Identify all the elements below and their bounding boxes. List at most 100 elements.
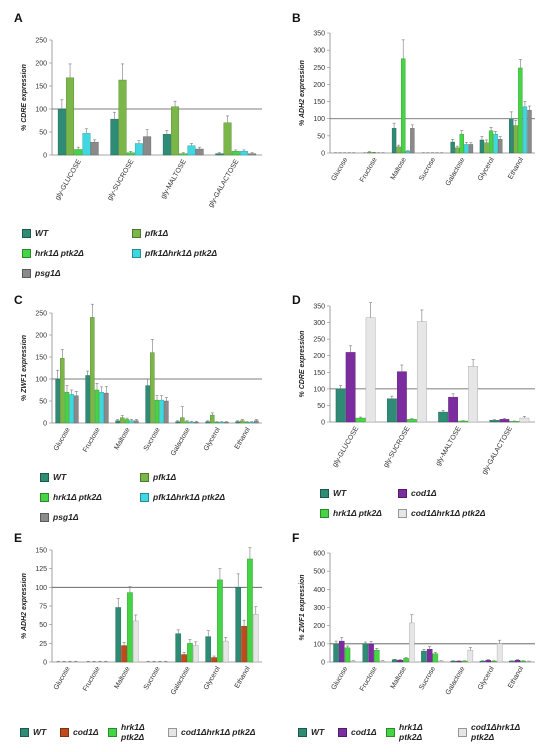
bar — [344, 647, 351, 663]
legend-swatch — [140, 472, 149, 482]
bar — [485, 659, 491, 663]
bar — [57, 108, 66, 156]
legend-item-hrk1-ptk2: hrk1Δ ptk2Δ — [386, 722, 423, 742]
x-tick-label: Maltose — [390, 156, 408, 181]
bar — [66, 77, 75, 156]
bar — [115, 420, 120, 424]
legend-label: cod1Δhrk1Δ ptk2Δ — [471, 722, 521, 742]
x-tick-label: Fructose — [82, 426, 102, 453]
bar — [391, 659, 398, 663]
bar — [362, 643, 369, 663]
bar — [450, 141, 455, 154]
y-tick-label: 300 — [313, 48, 325, 55]
x-tick-label: Galactose — [445, 156, 467, 187]
y-tick-label: 250 — [35, 311, 47, 318]
y-tick-label: 100 — [313, 386, 325, 393]
legend-item-psg1: psg1Δ — [22, 268, 61, 278]
bar — [379, 660, 386, 663]
legend-swatch — [108, 727, 117, 737]
bar — [120, 417, 125, 424]
bar — [210, 414, 215, 424]
bar — [249, 421, 254, 424]
legend-label: WT — [35, 228, 49, 238]
bar — [94, 389, 100, 424]
bar — [235, 421, 240, 424]
panel-letter: F — [292, 531, 299, 545]
bar — [231, 151, 240, 156]
legend-swatch — [140, 492, 149, 502]
panel-letter: E — [14, 531, 22, 545]
legend-label: cod1Δ — [351, 727, 377, 737]
legend-swatch — [22, 268, 31, 278]
panel-f: F 0 100 200 300 400 500 600 % ZWF1 expression Glu… — [292, 531, 535, 696]
y-tick-label: 200 — [313, 82, 325, 89]
y-tick-label: 600 — [313, 551, 325, 558]
y-tick-label: 400 — [313, 587, 325, 594]
y-tick-label: 200 — [35, 61, 47, 68]
bar — [205, 636, 212, 663]
x-tick-label: gly-GLUCOSE — [54, 158, 83, 201]
legend-swatch — [22, 228, 31, 238]
bar — [244, 421, 250, 424]
bar — [90, 141, 99, 156]
legend-swatch — [398, 508, 407, 518]
bar — [526, 661, 532, 663]
bar — [143, 136, 152, 156]
legend-label: hrk1Δ ptk2Δ — [399, 722, 423, 742]
bar — [215, 153, 224, 156]
bar — [455, 147, 460, 154]
legend-item-wt: WT — [40, 472, 66, 482]
y-tick-label: 125 — [35, 566, 47, 573]
bar — [217, 579, 223, 663]
bar — [339, 640, 345, 663]
y-tick-label: 150 — [313, 99, 325, 106]
bar — [205, 421, 210, 424]
bar — [192, 645, 199, 663]
y-tick-label: 100 — [35, 377, 47, 384]
y-tick-label: 50 — [317, 403, 325, 410]
x-tick-label: Galactose — [170, 426, 192, 457]
y-tick-label: 200 — [313, 623, 325, 630]
bar — [522, 106, 528, 154]
legend-label: cod1Δhrk1Δ ptk2Δ — [411, 508, 486, 518]
x-tick-label: Glycerol — [477, 156, 496, 182]
bar — [468, 144, 474, 154]
bar — [374, 649, 380, 663]
y-axis-label: % CDRE expression — [299, 331, 306, 398]
bar — [104, 392, 109, 424]
bar — [90, 317, 95, 424]
x-tick-label: Glucose — [53, 426, 72, 452]
panel-e: E 0 25 50 75 100 125 150 % ADH2 expression Glucos… — [14, 531, 262, 696]
x-tick-label: Glucose — [330, 665, 349, 691]
bar — [126, 152, 135, 156]
bar — [406, 419, 417, 423]
y-tick-label: 350 — [313, 31, 325, 38]
y-tick-label: 500 — [313, 569, 325, 576]
legend-swatch — [168, 727, 177, 737]
bar — [180, 417, 185, 424]
bar — [252, 614, 259, 663]
bar — [493, 133, 498, 154]
panel-letter: D — [292, 293, 301, 307]
bar — [223, 122, 232, 156]
y-tick-label: 50 — [39, 399, 47, 406]
x-tick-label: Maltose — [390, 665, 408, 690]
legend-label: WT — [311, 727, 325, 737]
legend-swatch — [60, 727, 69, 737]
legend-label: WT — [33, 727, 47, 737]
bar — [222, 640, 229, 663]
bar — [509, 660, 515, 663]
legend-swatch — [40, 472, 49, 482]
x-tick-label: Maltose — [113, 426, 131, 451]
legend-panel-e: WT cod1Δ hrk1Δ ptk2Δ cod1Δhrk1Δ ptk2Δ — [20, 722, 275, 747]
bar — [416, 321, 427, 423]
bar — [240, 420, 245, 424]
y-tick-label: 150 — [35, 84, 47, 91]
y-tick-label: 0 — [321, 151, 325, 158]
panel-d: D 0 50 100 150 200 250 300 350 % CDRE expression g… — [292, 293, 535, 476]
bar — [467, 649, 474, 663]
bar — [85, 375, 90, 424]
bar — [409, 622, 415, 663]
legend-swatch — [458, 727, 467, 737]
